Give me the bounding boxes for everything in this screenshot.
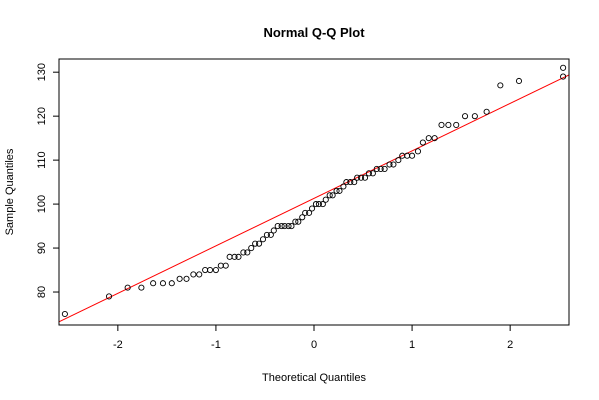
data-point [259, 236, 267, 243]
data-point [248, 245, 255, 252]
data-point [124, 284, 131, 291]
data-point [295, 218, 302, 225]
y-tick-label: 130 [36, 63, 48, 81]
data-point [351, 179, 358, 186]
data-point [390, 161, 397, 168]
x-axis-label: Theoretical Quantiles [262, 372, 366, 384]
data-point [347, 179, 354, 186]
data-point [329, 192, 336, 199]
data-point [61, 310, 68, 318]
data-point [244, 249, 251, 256]
y-tick-label: 80 [36, 286, 48, 298]
data-point [560, 73, 567, 80]
data-point [445, 121, 452, 129]
data-point [190, 271, 197, 278]
reference-line [59, 74, 569, 323]
data-point [431, 135, 438, 142]
data-point [256, 240, 263, 247]
data-point [267, 231, 274, 238]
data-point [419, 139, 426, 146]
y-tick-label: 90 [36, 242, 48, 254]
data-point [299, 214, 306, 221]
data-point [560, 64, 567, 71]
data-point [381, 165, 388, 172]
data-point [395, 157, 402, 164]
y-axis: 80 90 100 110 120 130 [36, 63, 60, 298]
data-point [281, 223, 288, 230]
data-point [369, 170, 376, 177]
data-point [404, 152, 411, 159]
data-point [312, 201, 320, 208]
data-point [217, 262, 224, 269]
data-point [483, 108, 490, 115]
data-point [235, 253, 242, 260]
data-point [138, 284, 145, 291]
data-point [326, 192, 333, 199]
data-point [212, 266, 219, 274]
x-tick-label: 2 [507, 339, 513, 351]
data-point [461, 113, 469, 120]
x-tick-label: 0 [311, 339, 317, 351]
data-point [206, 266, 214, 274]
data-point [302, 209, 309, 216]
data-point [292, 218, 299, 225]
data-point [240, 249, 247, 256]
data-point [319, 201, 326, 208]
data-point [497, 82, 504, 89]
data-point [336, 187, 343, 194]
x-tick-label: -1 [211, 339, 221, 351]
data-point [308, 205, 316, 212]
data-point [414, 148, 422, 155]
data-point [365, 170, 372, 177]
data-point [377, 165, 384, 172]
data-point [285, 223, 292, 230]
data-point [263, 231, 270, 238]
data-point [471, 113, 478, 120]
data-point [361, 174, 369, 181]
x-tick-label: -2 [113, 339, 123, 351]
data-point [425, 135, 432, 142]
data-point [340, 183, 347, 190]
data-point [354, 174, 361, 181]
y-tick-label: 100 [36, 195, 48, 213]
data-point [288, 223, 295, 230]
data-point [274, 223, 281, 230]
data-point [409, 152, 416, 159]
data-point [515, 77, 523, 85]
data-point [278, 223, 285, 230]
data-point [105, 293, 113, 300]
x-axis: -2 -1 0 1 2 [113, 324, 513, 351]
data-point [168, 280, 175, 287]
data-point [183, 275, 190, 282]
y-tick-label: 120 [36, 107, 48, 125]
chart-title: Normal Q-Q Plot [263, 25, 365, 40]
data-point [333, 187, 340, 194]
data-point [453, 121, 460, 129]
data-point [358, 174, 365, 181]
y-axis-label: Sample Quantiles [4, 148, 16, 235]
data-point [386, 161, 393, 168]
y-tick-label: 110 [36, 151, 48, 169]
data-point [315, 201, 322, 208]
data-point [270, 227, 277, 234]
plot-area [59, 64, 569, 323]
x-tick-label: 1 [409, 339, 415, 351]
data-point [226, 253, 233, 260]
data-point [150, 280, 157, 287]
data-point [343, 179, 350, 186]
data-point [222, 262, 229, 269]
data-point [159, 280, 167, 287]
data-point [202, 266, 209, 274]
data-point [176, 275, 183, 282]
data-point [373, 165, 380, 172]
data-point [306, 209, 313, 216]
data-point [438, 121, 445, 129]
data-point [231, 253, 238, 260]
data-point [252, 240, 259, 247]
data-point [196, 271, 203, 278]
data-point [322, 196, 329, 203]
